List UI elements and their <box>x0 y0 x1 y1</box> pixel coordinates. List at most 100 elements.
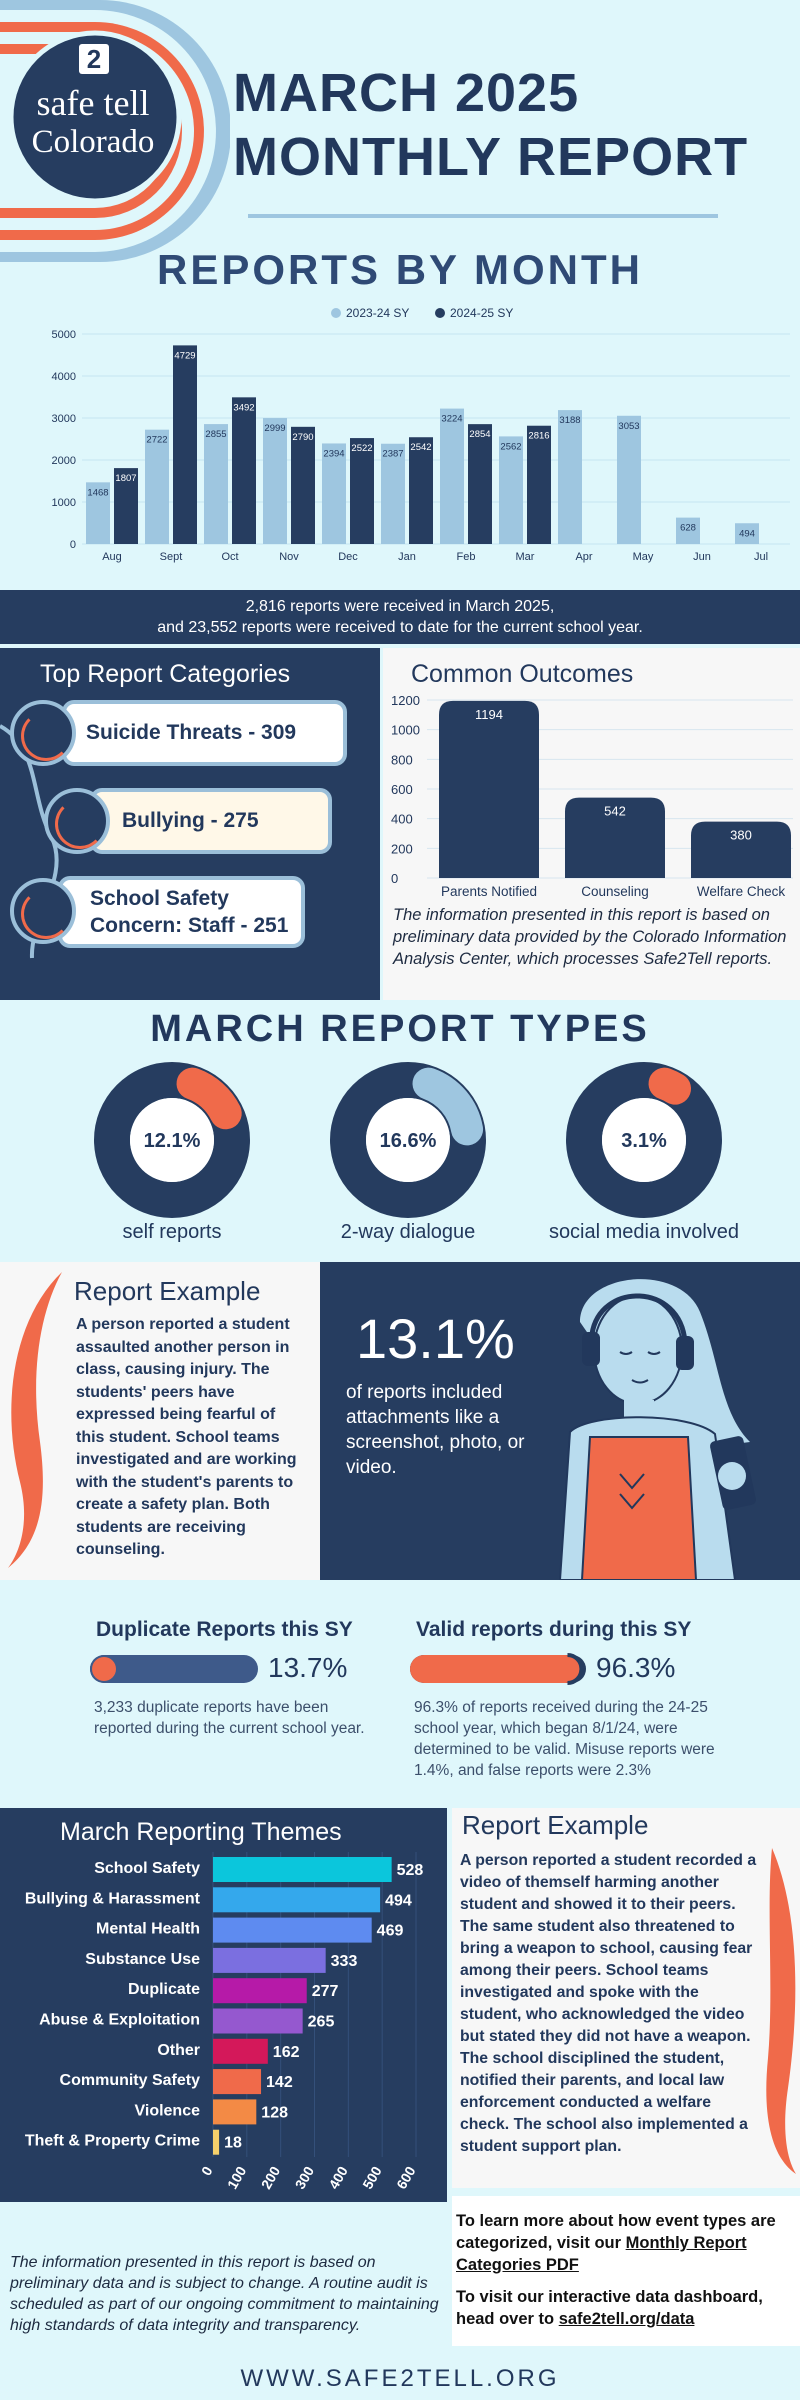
bar-value-label: 18 <box>224 2135 242 2152</box>
reporting-themes-title: March Reporting Themes <box>60 1818 342 1846</box>
decorative-swoosh <box>8 1272 62 1568</box>
bar-value-label: 162 <box>273 2044 300 2061</box>
x-tick-label: Mar <box>516 551 535 563</box>
common-outcomes-title: Common Outcomes <box>411 660 634 688</box>
x-tick-label: 200 <box>258 2163 284 2191</box>
bar-value-label: 1194 <box>475 707 503 722</box>
bar <box>145 429 169 544</box>
bar-value-label: 2816 <box>528 431 549 442</box>
x-tick-label: Parents Notified <box>441 884 537 899</box>
y-tick-label: 5000 <box>52 329 76 341</box>
data-dashboard-link[interactable]: safe2tell.org/data <box>558 2310 695 2328</box>
dashboard-text: To visit our interactive data dashboard,… <box>456 2288 763 2328</box>
bar-value-label: 2790 <box>292 432 313 443</box>
donut-center <box>602 1098 686 1182</box>
monthly-report-categories-link[interactable]: Monthly Report Categories PDF <box>456 2234 747 2274</box>
x-tick-label: Apr <box>575 551 592 563</box>
report-example-panel-2: Report Example A person reported a stude… <box>452 1808 800 2188</box>
progress-edge <box>567 1653 584 1685</box>
donut-segment <box>332 1064 484 1216</box>
bar-value-label: 277 <box>312 1983 339 2000</box>
common-outcomes-chart: 0 200 400 600 800 1000 1200 1194 Parents Notifie… <box>391 693 793 899</box>
learn-more-panel: To learn more about how event types are … <box>452 2196 800 2346</box>
donut-track <box>566 1062 722 1218</box>
bar-value-label: 2394 <box>323 448 344 459</box>
donut-track <box>94 1062 250 1218</box>
bar <box>213 2008 303 2034</box>
y-tick-label: 200 <box>391 841 413 856</box>
bar <box>676 517 700 544</box>
category-item-bullying: Bullying - 275 <box>90 788 332 854</box>
bar <box>440 408 464 544</box>
theme-label: Duplicate <box>128 1981 200 1998</box>
category-marker-icon <box>44 788 110 854</box>
y-tick-label: 0 <box>391 871 398 886</box>
donut-center <box>130 1098 214 1182</box>
bar <box>213 1947 326 1973</box>
bar-value-label: 4729 <box>174 350 195 361</box>
category-marker-icon <box>10 878 76 944</box>
x-tick-label: Sept <box>160 551 183 563</box>
bar <box>322 443 346 544</box>
reports-by-month-chart: 2023-24 SY 2024-25 SY 0 1000 2000 3000 4000 500… <box>52 306 790 563</box>
x-tick-label: 600 <box>393 2163 419 2191</box>
person-with-headphones-illustration <box>558 1279 756 1580</box>
category-label: School Safety <box>90 887 229 910</box>
valid-reports-percent: 96.3% <box>596 1652 676 1683</box>
bar-value-label: 2562 <box>500 441 521 452</box>
bar-value-label: 380 <box>730 828 752 843</box>
y-tick-label: 2000 <box>52 455 76 467</box>
bar-value-label: 2854 <box>469 429 490 440</box>
bar-value-label: 494 <box>385 1892 412 1909</box>
bar <box>565 797 665 878</box>
x-tick-label: Aug <box>102 551 122 563</box>
common-outcomes-panel: Common Outcomes 0 200 400 600 800 1000 1200 119… <box>383 648 800 1000</box>
bar-value-label: 1468 <box>87 487 108 498</box>
bar-value-label: 3492 <box>233 402 254 413</box>
bar <box>499 436 523 544</box>
bar <box>617 415 641 544</box>
y-tick-label: 3000 <box>52 413 76 425</box>
x-tick-label: 400 <box>325 2163 351 2191</box>
y-tick-label: 800 <box>391 752 413 767</box>
learn-more-dashboard: To visit our interactive data dashboard,… <box>456 2286 796 2330</box>
logo-badge: 2 <box>79 44 109 74</box>
y-tick-label: 0 <box>70 539 76 551</box>
bar <box>114 468 138 544</box>
bar-value-label: 2855 <box>205 429 226 440</box>
bar <box>213 1978 307 2004</box>
y-tick-label: 600 <box>391 782 413 797</box>
x-tick-label: Jul <box>754 551 768 563</box>
valid-reports-title: Valid reports during this SY <box>416 1618 692 1641</box>
bar-value-label: 3053 <box>618 421 639 432</box>
bar <box>213 2038 268 2064</box>
report-example-body: A person reported a student recorded a v… <box>460 1852 757 2155</box>
report-types-title: MARCH REPORT TYPES <box>150 1008 650 1050</box>
bar <box>213 1917 372 1943</box>
footer-website-link[interactable]: WWW.SAFE2TELL.ORG <box>240 2365 560 2392</box>
bar-value-label: 265 <box>308 2014 335 2031</box>
bar-value-label: 628 <box>680 523 696 534</box>
bar <box>213 1857 392 1882</box>
donut-value: 12.1% <box>144 1130 201 1152</box>
bar <box>409 437 433 544</box>
top-categories-panel: Top Report Categories Suicide Threats - … <box>0 648 380 1000</box>
bar <box>381 443 405 544</box>
logo-state: Colorado <box>31 124 155 160</box>
attachments-text: of reports included attachments like a s… <box>346 1382 525 1478</box>
donut-segment <box>568 1064 720 1216</box>
theme-label: Abuse & Exploitation <box>39 2012 200 2029</box>
attachments-percent: 13.1% <box>356 1307 515 1370</box>
bar <box>213 2099 257 2125</box>
reports-by-month-title: REPORTS BY MONTH <box>157 246 643 293</box>
y-tick-label: 4000 <box>52 371 76 383</box>
legend-label: 2024-25 SY <box>450 306 513 320</box>
bar <box>213 2129 220 2155</box>
report-example-title: Report Example <box>74 1276 261 1306</box>
summary-line-2: and 23,552 reports were received to date… <box>157 619 643 636</box>
top-categories-title: Top Report Categories <box>40 660 291 688</box>
bar-value-label: 3224 <box>441 414 462 425</box>
progress-fill <box>410 1655 580 1683</box>
theme-label: Violence <box>134 2102 200 2119</box>
report-title: MONTHLY REPORT <box>233 127 749 187</box>
